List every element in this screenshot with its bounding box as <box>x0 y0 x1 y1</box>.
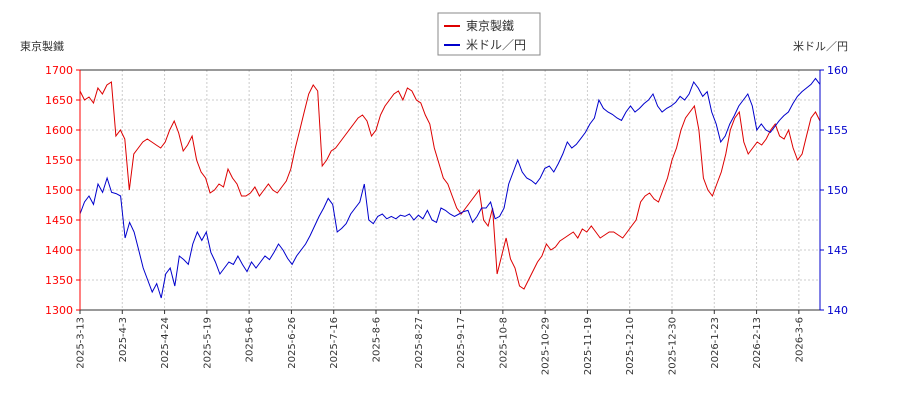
x-tick-label: 2025-12-30 <box>668 317 679 375</box>
right-tick-label: 145 <box>827 244 848 257</box>
left-tick-label: 1700 <box>45 64 73 77</box>
left-tick-label: 1500 <box>45 184 73 197</box>
left-tick-label: 1350 <box>45 274 73 287</box>
x-tick-label: 2026-1-23 <box>710 317 721 369</box>
x-tick-label: 2025-4-24 <box>160 317 171 369</box>
x-tick-label: 2025-7-16 <box>329 317 340 369</box>
series-lines <box>79 77 821 299</box>
x-tick-label: 2025-3-13 <box>76 317 87 369</box>
series-line-usd-jpy <box>79 77 821 299</box>
left-tick-label: 1550 <box>45 154 73 167</box>
left-axis-ticks: 1300 1350 1400 1450 1500 1550 1600 1650 1700 <box>45 64 80 317</box>
series-line-tokyo-steel <box>79 81 821 290</box>
right-tick-label: 140 <box>827 304 848 317</box>
right-tick-label: 160 <box>827 64 848 77</box>
right-tick-label: 150 <box>827 184 848 197</box>
x-tick-label: 2025-9-17 <box>456 317 467 369</box>
x-tick-label: 2026-2-13 <box>752 317 763 369</box>
left-tick-label: 1300 <box>45 304 73 317</box>
left-tick-label: 1450 <box>45 214 73 227</box>
x-tick-label: 2025-6-6 <box>245 317 256 362</box>
left-axis-title: 東京製鐵 <box>20 39 64 53</box>
right-axis-title: 米ドル／円 <box>793 40 848 53</box>
x-tick-label: 2025-10-8 <box>498 317 509 369</box>
x-tick-label: 2025-10-29 <box>541 317 552 375</box>
x-tick-label: 2025-5-19 <box>202 317 213 369</box>
left-tick-label: 1400 <box>45 244 73 257</box>
x-tick-label: 2026-3-6 <box>794 317 805 362</box>
legend-label-tokyo-steel: 東京製鐵 <box>466 18 514 33</box>
x-tick-label: 2025-6-26 <box>287 317 298 369</box>
legend-box <box>437 12 541 56</box>
left-tick-label: 1650 <box>45 94 73 107</box>
left-tick-label: 1600 <box>45 124 73 137</box>
legend-label-usd-jpy: 米ドル／円 <box>466 38 526 52</box>
x-tick-label: 2025-8-6 <box>372 317 383 362</box>
right-tick-label: 155 <box>827 124 848 137</box>
x-tick-label: 2025-12-10 <box>625 317 636 375</box>
x-axis-ticks: 2025-3-13 2025-4-3 2025-4-24 2025-5-19 2025-… <box>76 310 805 375</box>
legend: 東京製鐵 米ドル／円 <box>437 12 541 56</box>
right-axis-ticks: 140 145 150 155 160 <box>820 64 848 317</box>
x-tick-label: 2025-11-19 <box>583 317 594 375</box>
x-tick-label: 2025-4-3 <box>118 317 129 362</box>
x-tick-label: 2025-8-27 <box>414 317 425 369</box>
